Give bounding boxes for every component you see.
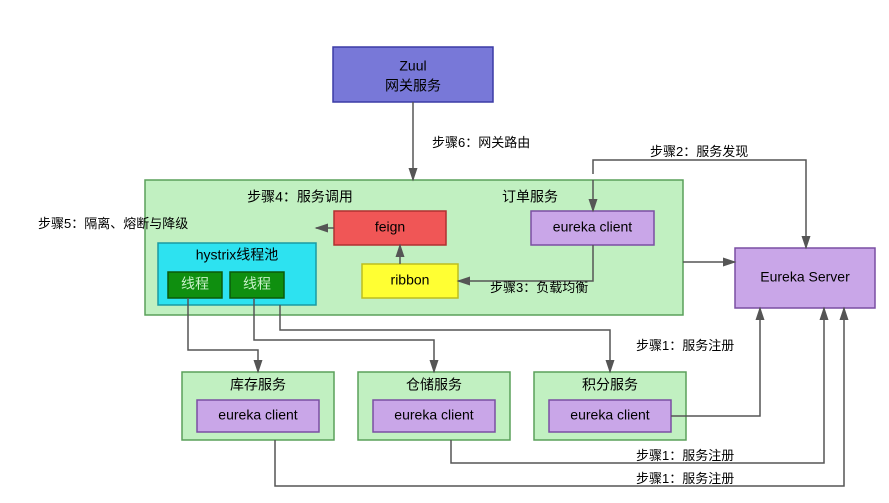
- hystrix-title: hystrix线程池: [196, 247, 278, 263]
- feign-label: feign: [375, 219, 405, 235]
- edge-label-e_feign_hystrix: 步骤5：隔离、熔断与降级: [38, 216, 188, 231]
- zuul-title: Zuul: [399, 58, 426, 74]
- zuul-subtitle: 网关服务: [385, 78, 441, 94]
- storage-eureka-client-label: eureka client: [394, 407, 473, 423]
- edge-label-e_ec_ribbon: 步骤3：负载均衡: [490, 280, 588, 295]
- edge-label-e_pts_server: 步骤1：服务注册: [636, 338, 734, 353]
- points-eureka-client-label: eureka client: [570, 407, 649, 423]
- storage-service-title: 仓储服务: [406, 377, 462, 393]
- edge-label-e_zuul_order: 步骤6：网关路由: [432, 135, 530, 150]
- edge-label-e_sto_server: 步骤1：服务注册: [636, 448, 734, 463]
- edge-label-e_inv_server: 步骤1：服务注册: [636, 471, 734, 486]
- ribbon-label: ribbon: [391, 272, 430, 288]
- inventory-service-title: 库存服务: [230, 377, 286, 393]
- order-service-title: 订单服务: [502, 189, 558, 205]
- architecture-diagram: 订单服务 步骤4：服务调用 Zuul 网关服务 feign eureka client ri…: [0, 0, 889, 503]
- thread2-label: 线程: [243, 276, 271, 292]
- thread1-label: 线程: [181, 276, 209, 292]
- inventory-eureka-client-label: eureka client: [218, 407, 297, 423]
- step4-label: 步骤4：服务调用: [247, 189, 353, 205]
- eureka-server-label: Eureka Server: [760, 269, 850, 285]
- zuul-box: [333, 47, 493, 102]
- eureka-client-order-label: eureka client: [553, 219, 632, 235]
- points-service-title: 积分服务: [582, 377, 638, 393]
- edge-label-e_ec_server: 步骤2：服务发现: [650, 144, 748, 159]
